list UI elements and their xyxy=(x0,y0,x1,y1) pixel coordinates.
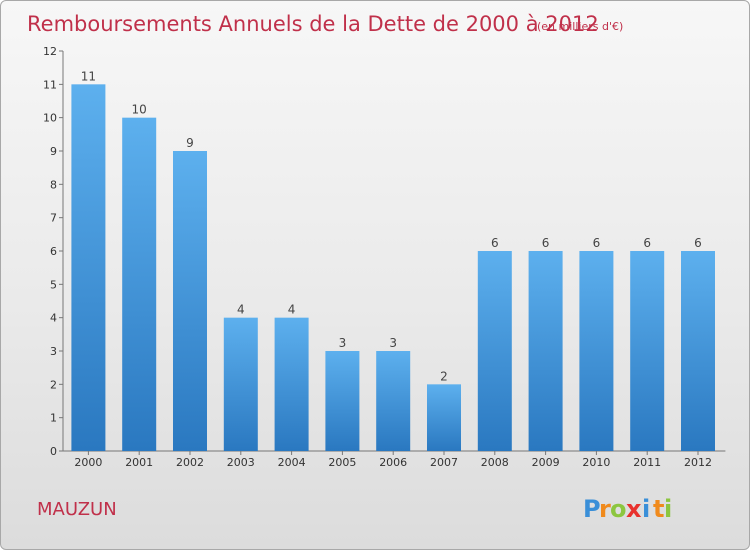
bar-2010 xyxy=(579,251,614,451)
x-tick-label: 2005 xyxy=(328,456,356,469)
bar-2000 xyxy=(71,84,106,451)
bar-2011 xyxy=(630,251,665,451)
x-tick-label: 2006 xyxy=(379,456,407,469)
x-tick-label: 2007 xyxy=(430,456,458,469)
x-tick-label: 2000 xyxy=(74,456,102,469)
y-tick-label: 12 xyxy=(43,45,57,58)
bar-value-label: 6 xyxy=(593,236,601,250)
bar-value-label: 9 xyxy=(186,136,194,150)
y-tick-label: 8 xyxy=(50,178,57,191)
bar-value-label: 4 xyxy=(288,303,296,317)
y-tick-label: 2 xyxy=(50,378,57,391)
bar-value-label: 6 xyxy=(542,236,550,250)
logo-letter: i xyxy=(642,495,650,523)
x-tick-label: 2008 xyxy=(481,456,509,469)
logo-letter: o xyxy=(610,495,627,523)
logo-letter: x xyxy=(626,495,642,523)
logo-letter: r xyxy=(599,495,611,523)
bar-value-label: 2 xyxy=(440,369,448,383)
y-tick-label: 10 xyxy=(43,112,57,125)
x-tick-label: 2004 xyxy=(278,456,306,469)
x-tick-label: 2001 xyxy=(125,456,153,469)
logo-letter: t xyxy=(653,495,664,523)
y-tick-label: 4 xyxy=(50,312,57,325)
bar-value-label: 3 xyxy=(339,336,347,350)
x-tick-label: 2011 xyxy=(633,456,661,469)
y-tick-label: 0 xyxy=(50,445,57,458)
bar-2012 xyxy=(681,251,715,451)
y-tick-label: 6 xyxy=(50,245,57,258)
chart-unit-label: (en milliers d'€) xyxy=(537,20,623,33)
bar-value-label: 10 xyxy=(132,103,147,117)
x-tick-label: 2010 xyxy=(582,456,610,469)
logo-letter: i xyxy=(664,495,672,523)
x-tick-label: 2002 xyxy=(176,456,204,469)
chart-title: Remboursements Annuels de la Dette de 20… xyxy=(27,12,599,36)
commune-name: MAUZUN xyxy=(37,499,117,520)
bar-2003 xyxy=(223,317,258,451)
y-tick-label: 11 xyxy=(43,78,57,91)
bar-2001 xyxy=(122,117,157,452)
bar-value-label: 4 xyxy=(237,303,245,317)
logo-letter: P xyxy=(583,495,601,523)
bar-2005 xyxy=(325,351,360,451)
x-tick-label: 2003 xyxy=(227,456,255,469)
x-tick-label: 2012 xyxy=(684,456,712,469)
bar-value-label: 3 xyxy=(389,336,397,350)
bar-value-label: 11 xyxy=(81,69,96,83)
bar-2006 xyxy=(376,351,411,451)
x-axis: 2000 2001 2002 2003 2004 2005 2006 2007 2008 2009… xyxy=(63,450,726,469)
y-tick-label: 9 xyxy=(50,145,57,158)
y-tick-label: 3 xyxy=(50,345,57,358)
bar-value-label: 6 xyxy=(694,236,702,250)
bar-value-label: 6 xyxy=(491,236,499,250)
y-tick-label: 1 xyxy=(50,412,57,425)
bar-2004 xyxy=(274,317,309,451)
y-tick-label: 7 xyxy=(50,212,57,225)
bar-value-label: 6 xyxy=(643,236,651,250)
bars: 11 10 9 4 4 3 3 2 6 6 6 6 6 xyxy=(71,69,715,452)
bar-2009 xyxy=(528,251,563,451)
x-tick-label: 2009 xyxy=(532,456,560,469)
bar-2008 xyxy=(477,251,512,451)
bar-2007 xyxy=(427,384,461,451)
y-tick-label: 5 xyxy=(50,278,57,291)
bar-2002 xyxy=(173,151,207,451)
proxiti-logo: Pr o x i t i xyxy=(583,495,672,523)
